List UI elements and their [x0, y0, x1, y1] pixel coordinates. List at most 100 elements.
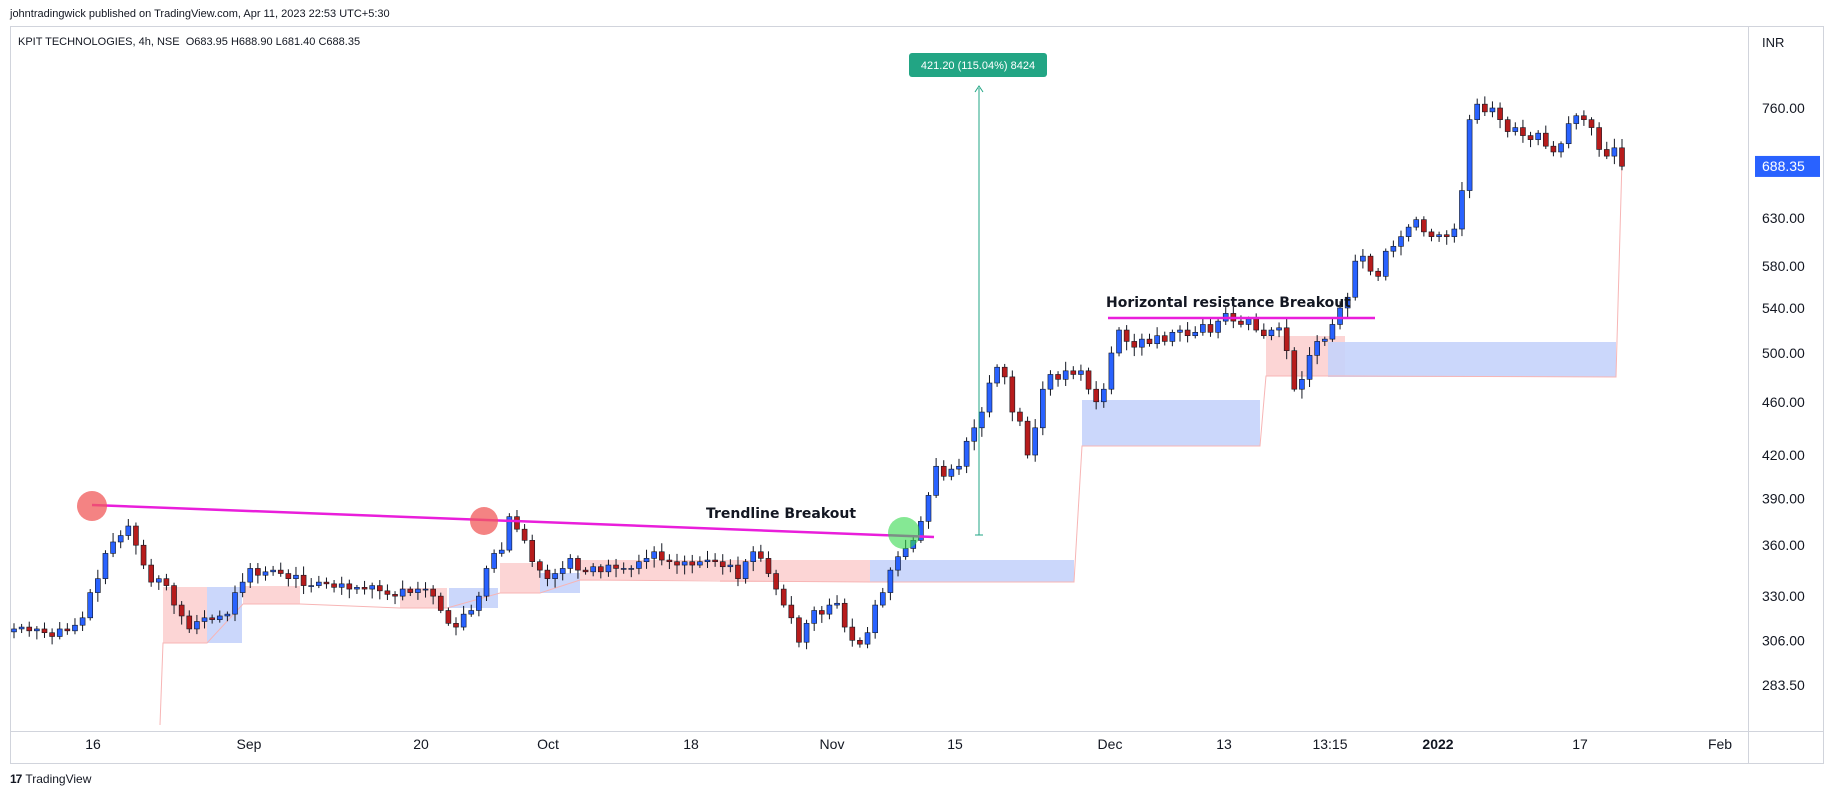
candle-30 [239, 573, 246, 598]
candle-body [26, 626, 33, 632]
candle-142 [1093, 381, 1099, 410]
candle-93 [719, 554, 726, 575]
candle-body [133, 525, 139, 546]
candle-body [1177, 329, 1183, 333]
candle-body [956, 465, 962, 470]
candle-body [1306, 355, 1313, 380]
candle-body [704, 559, 711, 563]
candle-9 [79, 611, 86, 632]
candle-194 [1489, 101, 1496, 118]
candle-body [819, 610, 825, 615]
candle-body [216, 615, 223, 620]
candle-body [864, 632, 871, 645]
candle-body [1344, 296, 1351, 309]
candle-134 [1032, 419, 1038, 462]
candle-body [1466, 119, 1473, 191]
candle-body [1451, 228, 1458, 237]
candle-body [148, 564, 154, 583]
candle-190 [1459, 182, 1465, 237]
candle-body [643, 558, 650, 563]
candle-body [178, 604, 185, 617]
candle-22 [178, 601, 185, 625]
candle-189 [1451, 223, 1458, 243]
symbol-name: KPIT TECHNOLOGIES, 4h, NSE [18, 36, 180, 48]
candle-body [933, 465, 939, 496]
candle-145 [1116, 327, 1122, 357]
candle-body [1055, 374, 1061, 380]
candle-76 [590, 563, 596, 577]
candle-body [1352, 260, 1359, 298]
candle-body [590, 566, 596, 573]
trendline [91, 503, 935, 539]
candle-52 [407, 586, 414, 597]
footer-brand[interactable]: 17 TradingView [10, 772, 91, 786]
candle-183 [1405, 224, 1412, 242]
candle-34 [270, 565, 276, 576]
candle-body [605, 564, 612, 573]
chart-frame[interactable] [10, 26, 1824, 764]
candle-55 [430, 585, 436, 605]
candle-body [1100, 388, 1107, 403]
candle-body [887, 569, 894, 593]
candle-body [300, 574, 307, 586]
candle-body [994, 366, 1000, 384]
candle-77 [598, 564, 604, 579]
candle-body [460, 613, 467, 628]
candle-body [498, 549, 505, 554]
candle-166 [1276, 322, 1282, 338]
candle-104 [803, 619, 810, 650]
candle-203 [1558, 141, 1564, 158]
candle-body [628, 568, 635, 570]
candle-211 [1619, 139, 1625, 171]
candle-body [666, 559, 673, 563]
candle-body [201, 617, 208, 622]
candle-96 [742, 559, 749, 584]
candle-46 [361, 580, 368, 595]
candle-body [1040, 388, 1046, 429]
x-tick-label: Sep [237, 736, 262, 752]
candle-113 [872, 599, 878, 639]
candle-body [773, 573, 779, 590]
candle-body [788, 604, 795, 619]
candle-body [491, 553, 497, 569]
candle-body [1276, 327, 1282, 331]
measure-arrow-icon [974, 85, 984, 93]
candle-body [1123, 329, 1130, 342]
candle-197 [1512, 122, 1519, 136]
candle-body [1436, 234, 1442, 237]
candle-85 [658, 543, 665, 566]
candle-body [232, 592, 238, 615]
candle-body [1619, 147, 1625, 167]
candle-82 [636, 554, 642, 575]
candle-body [1215, 320, 1221, 333]
candle-115 [887, 567, 894, 601]
candle-body [582, 569, 589, 573]
zone-supply-0 [163, 587, 207, 643]
candle-7 [64, 623, 71, 635]
candle-body [940, 465, 947, 477]
candle-body [719, 561, 726, 568]
candle-17 [140, 539, 147, 570]
candle-body [841, 602, 848, 628]
candle-body [1032, 427, 1038, 456]
candle-body [1062, 370, 1069, 380]
candle-176 [1352, 254, 1359, 301]
y-tick-label: 330.00 [1762, 588, 1805, 604]
candle-123 [948, 464, 955, 481]
candle-132 [1017, 407, 1023, 427]
candle-body [758, 551, 764, 559]
y-tick-label: 360.00 [1762, 537, 1805, 553]
candle-127 [979, 407, 985, 437]
candle-124 [956, 458, 962, 475]
candle-body [567, 558, 574, 569]
candle-body [1611, 147, 1618, 157]
candle-body [1268, 329, 1275, 337]
measure-box [909, 53, 1047, 77]
candle-body [476, 595, 482, 611]
candle-body [1588, 119, 1595, 128]
candle-29 [232, 585, 238, 622]
candle-60 [468, 604, 475, 617]
candle-body [1085, 370, 1092, 390]
zone-demand-10 [1082, 400, 1260, 446]
